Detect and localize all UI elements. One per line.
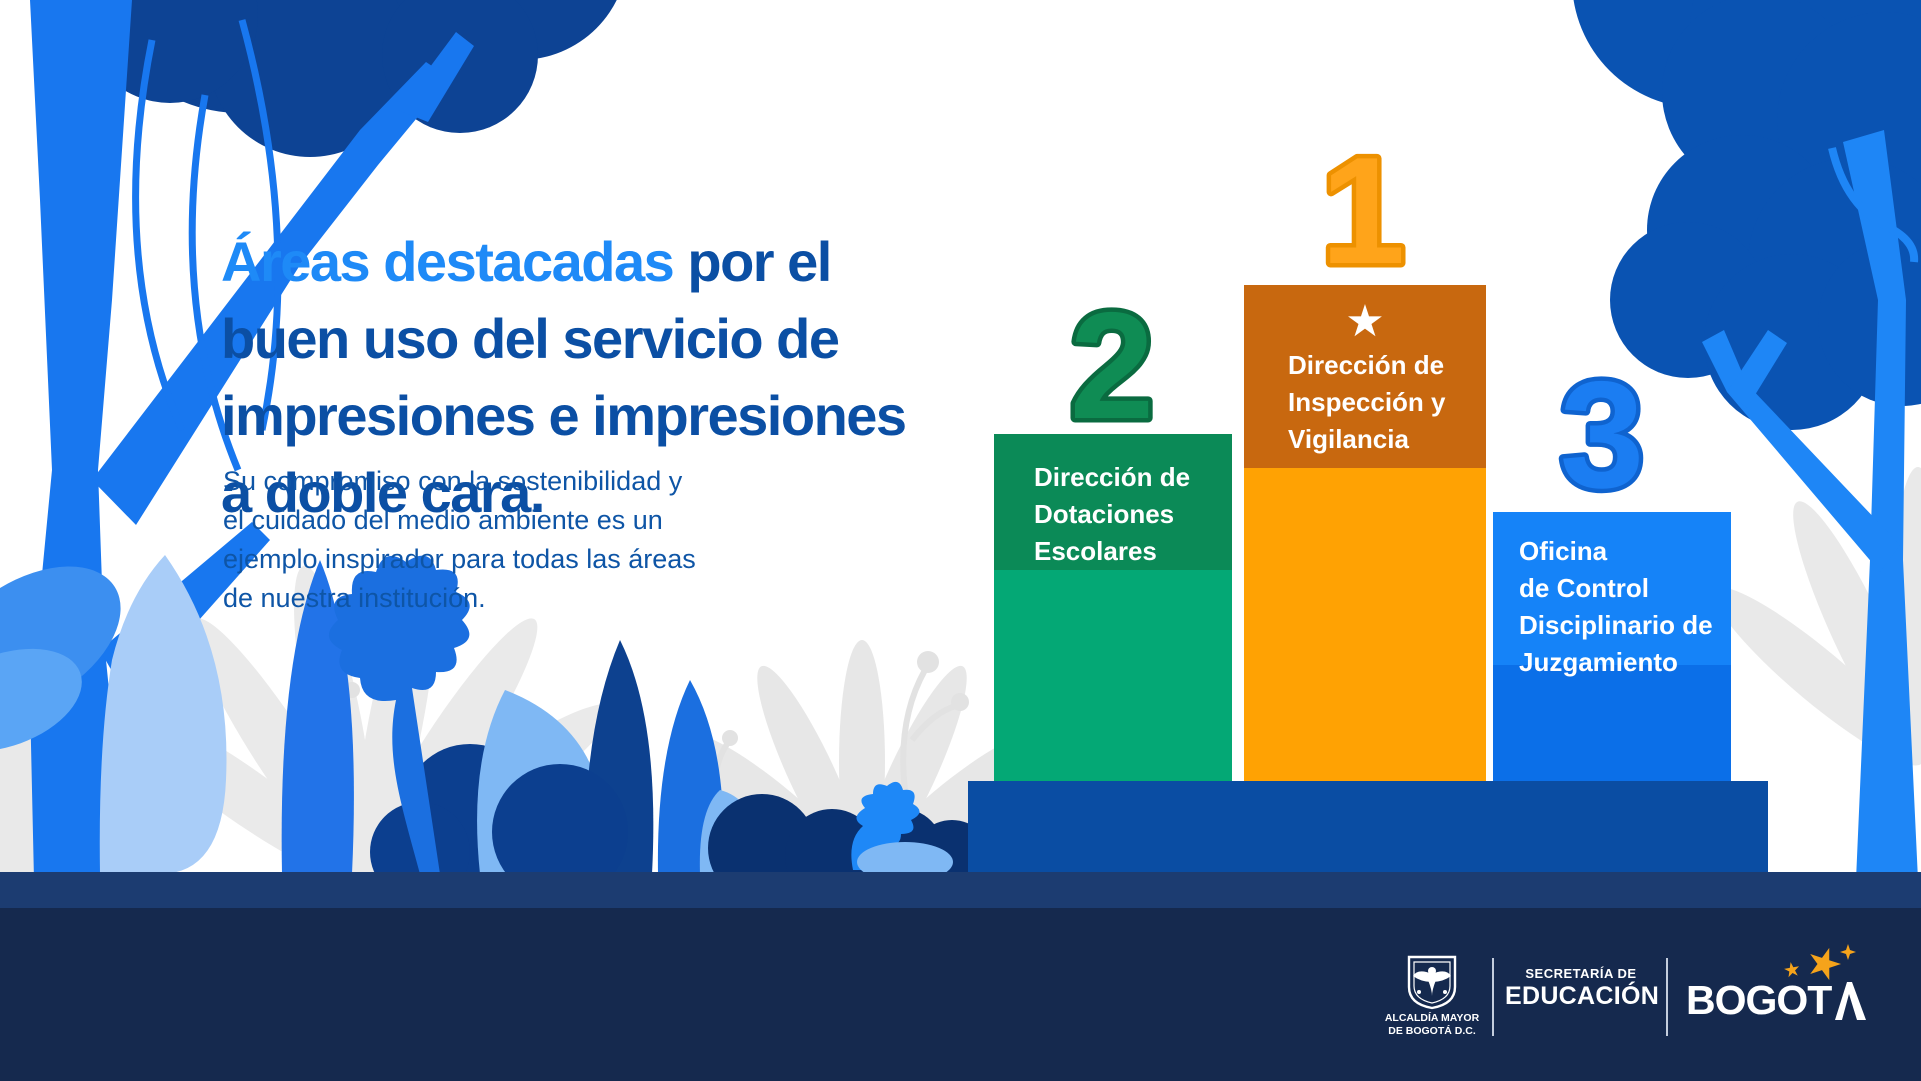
podium-column-first-header: ★ Dirección de Inspección y Vigilancia xyxy=(1244,285,1486,468)
page-title-highlight: Áreas destacadas xyxy=(221,230,675,293)
left-tree-canopy xyxy=(82,0,617,157)
podium-column-third-place: Oficina de Control Disciplinario de Juzg… xyxy=(1493,512,1731,781)
page-subtitle: Su compromiso con la sostenibilidad y el… xyxy=(223,466,696,613)
bogota-letters: BOGOT xyxy=(1686,977,1832,1023)
bogota-crest-icon xyxy=(1407,955,1457,1010)
podium-column-first-place: ★ Dirección de Inspección y Vigilancia xyxy=(1244,285,1486,781)
right-tree xyxy=(1573,0,1921,880)
ground-band xyxy=(0,872,1921,908)
footer-divider xyxy=(1666,958,1668,1036)
left-tree-twigs xyxy=(132,19,282,472)
first-place-label: Dirección de Inspección y Vigilancia xyxy=(1288,350,1446,454)
bogota-lambda-icon xyxy=(1835,982,1867,1020)
bottom-foliage xyxy=(0,555,992,903)
right-tree-trunk xyxy=(1702,130,1918,880)
footer-divider xyxy=(1492,958,1494,1036)
podium-base xyxy=(968,781,1768,872)
crest-caption: ALCALDÍA MAYOR DE BOGOTÁ D.C. xyxy=(1384,1012,1480,1037)
secretaria-educacion-logo: SECRETARÍA DE EDUCACIÓN xyxy=(1505,966,1660,1011)
page-title: Áreas destacadas por el buen uso del ser… xyxy=(221,223,1001,531)
podium-column-second-header: Dirección de Dotaciones Escolares xyxy=(994,434,1232,570)
footer-band xyxy=(0,908,1921,1081)
right-tree-twig xyxy=(1828,147,1919,263)
secretaria-bottom-line: EDUCACIÓN xyxy=(1505,982,1660,1010)
third-place-label: Oficina de Control Disciplinario de Juzg… xyxy=(1519,536,1713,677)
second-place-label: Dirección de Dotaciones Escolares xyxy=(1034,462,1191,566)
page-title-rest: por el buen uso del servicio de impresio… xyxy=(221,230,907,524)
secretaria-top-line: SECRETARÍA DE xyxy=(1525,966,1637,981)
star-icon: ★ xyxy=(1345,297,1385,346)
podium-column-second-place: Dirección de Dotaciones Escolares xyxy=(994,434,1232,781)
bogota-wordmark: BOGOT xyxy=(1686,980,1867,1021)
podium-column-third-header: Oficina de Control Disciplinario de Juzg… xyxy=(1493,512,1731,677)
bogota-stars-icon xyxy=(1784,944,1856,981)
